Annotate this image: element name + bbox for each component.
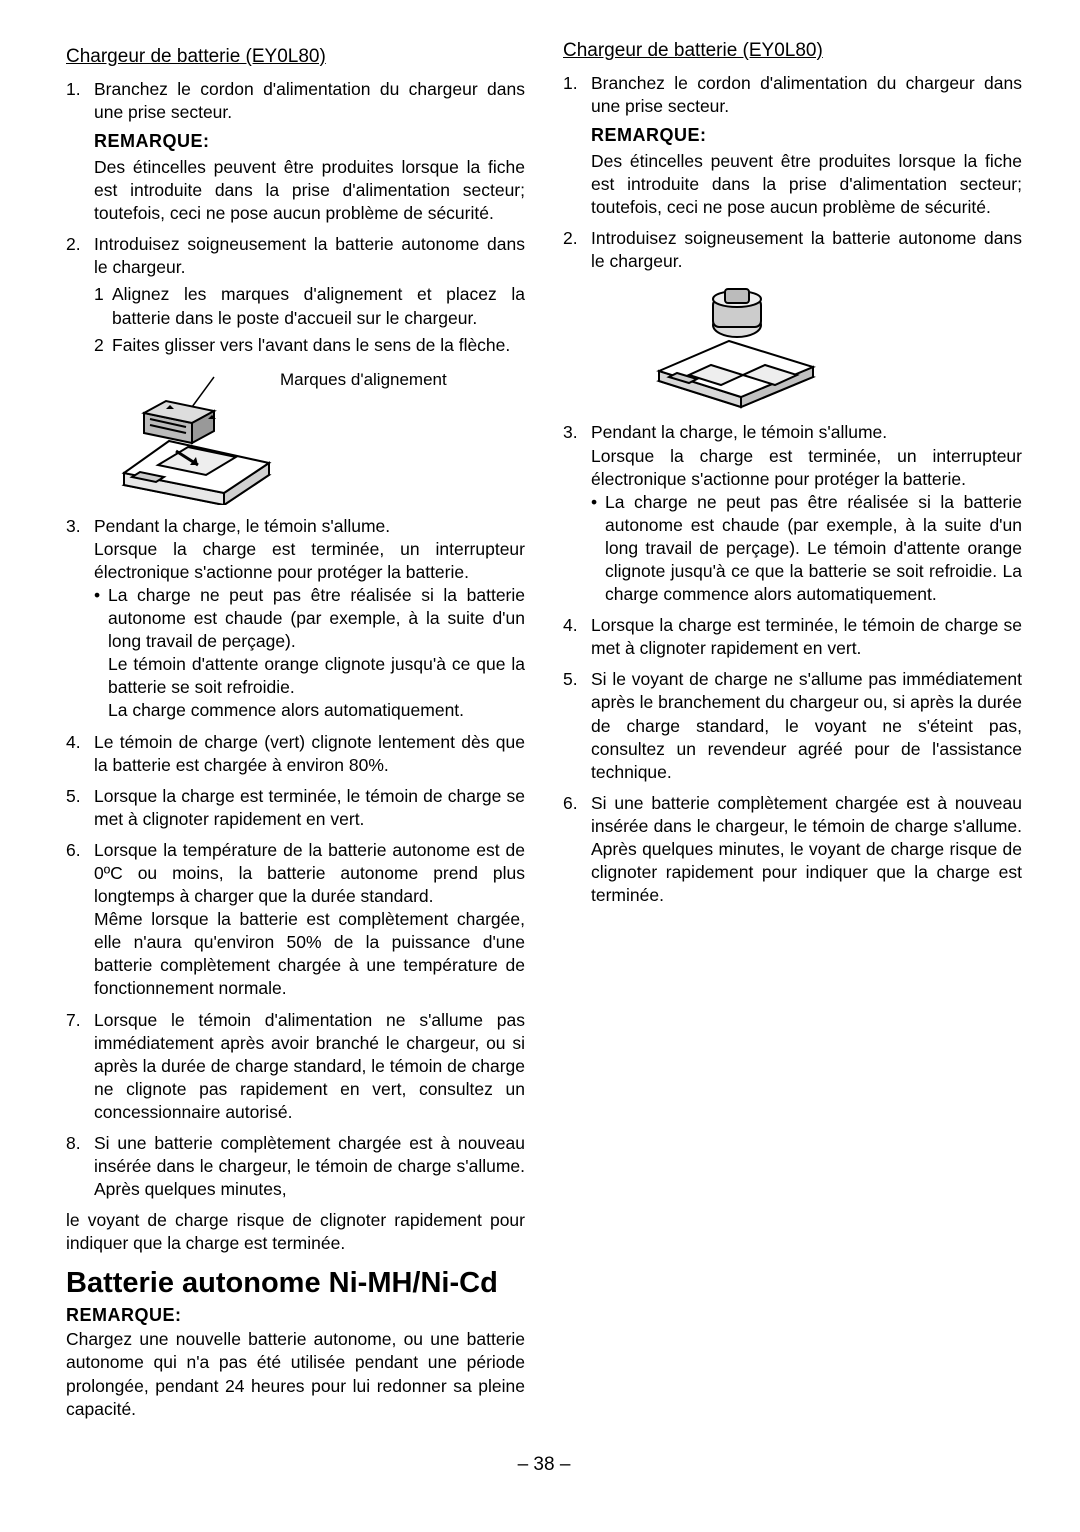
left-sub-2: 2Faites glisser vers l'avant dans le sen…	[94, 334, 525, 357]
left-list: 1.Branchez le cordon d'alimentation du c…	[66, 78, 525, 1201]
text: Le témoin de charge (vert) clignote lent…	[94, 732, 525, 775]
text: Alignez les marques d'alignement et plac…	[112, 284, 525, 327]
text-a: Pendant la charge, le témoin s'allume.	[94, 516, 390, 536]
left-item-6: 6. Lorsque la température de la batterie…	[66, 839, 525, 1001]
left-sub-1: 1Alignez les marques d'alignement et pla…	[94, 283, 525, 329]
item-8-continuation: le voyant de charge risque de clignoter …	[66, 1209, 525, 1255]
charger-title-right: Chargeur de batterie (EY0L80)	[563, 40, 1022, 62]
text: Si une batterie complètement chargée est…	[94, 1133, 525, 1199]
text-b: Lorsque la charge est terminée, un inter…	[591, 445, 1022, 491]
text: Faites glisser vers l'avant dans le sens…	[112, 335, 510, 355]
figure-1-label: Marques d'alignement	[280, 369, 447, 391]
right-item-6: 6.Si une batterie complètement chargée e…	[563, 792, 1022, 907]
text: Lorsque le témoin d'alimentation ne s'al…	[94, 1010, 525, 1122]
left-item-3: 3. Pendant la charge, le témoin s'allume…	[66, 515, 525, 723]
remarque-label-r2: REMARQUE:	[591, 124, 1022, 148]
text: Branchez le cordon d'alimentation du cha…	[591, 73, 1022, 116]
remarque-label-r1: REMARQUE:	[66, 1305, 525, 1326]
left-item-8: 8.Si une batterie complètement chargée e…	[66, 1132, 525, 1201]
text: Introduisez soigneusement la batterie au…	[591, 228, 1022, 271]
left-item-4: 4.Le témoin de charge (vert) clignote le…	[66, 731, 525, 777]
remarque-text-r2: Des étincelles peuvent être produites lo…	[591, 150, 1022, 219]
text: Si une batterie complètement chargée est…	[591, 793, 1022, 905]
right-item-1: 1.Branchez le cordon d'alimentation du c…	[563, 72, 1022, 219]
text-a: Pendant la charge, le témoin s'allume.	[591, 422, 887, 442]
text-b: Même lorsque la batterie est complètemen…	[94, 908, 525, 1000]
right-item-5: 5.Si le voyant de charge ne s'allume pas…	[563, 668, 1022, 783]
bullet-a: La charge ne peut pas être réalisée si l…	[94, 584, 525, 723]
right-list: 1.Branchez le cordon d'alimentation du c…	[563, 72, 1022, 907]
page-columns: Chargeur de batterie (EY0L80) 1.Branchez…	[66, 40, 1022, 1440]
text-a: Lorsque la température de la batterie au…	[94, 840, 525, 906]
text2: Le témoin d'attente orange clignote jusq…	[108, 653, 525, 699]
figure-2	[651, 281, 1022, 411]
left-item-5: 5.Lorsque la charge est terminée, le tém…	[66, 785, 525, 831]
text3: La charge commence alors automatique­men…	[108, 699, 525, 722]
right-item-3: 3. Pendant la charge, le témoin s'allume…	[563, 421, 1022, 606]
remarque-text: Des étincelles peuvent être produites lo…	[94, 156, 525, 225]
text: La charge ne peut pas être réalisée si l…	[605, 492, 1022, 604]
left-item-7: 7.Lorsque le témoin d'alimentation ne s'…	[66, 1009, 525, 1124]
text: Introduisez soigneusement la batterie au…	[94, 234, 525, 277]
left-item-2: 2.Introduisez soigneusement la batterie …	[66, 233, 525, 504]
nimh-heading: Batterie autonome Ni-MH/Ni-Cd	[66, 1268, 525, 1300]
left-sublist: 1Alignez les marques d'alignement et pla…	[94, 283, 525, 356]
text: Si le voyant de charge ne s'allume pas i…	[591, 669, 1022, 781]
page-number: – 38 –	[66, 1454, 1022, 1476]
left-item-1: 1.Branchez le cordon d'alimentation du c…	[66, 78, 525, 225]
remarque-label: REMARQUE:	[94, 130, 525, 154]
text-b: Lorsque la charge est terminée, un inter…	[94, 538, 525, 584]
right-item-4: 4.Lorsque la charge est terminée, le tém…	[563, 614, 1022, 660]
remarque-text-r1: Chargez une nouvelle batterie autonome, …	[66, 1328, 525, 1420]
figure-1: Marques d'alignement	[114, 365, 525, 505]
charger-title-left: Chargeur de batterie (EY0L80)	[66, 46, 525, 68]
text: Branchez le cordon d'alimentation du cha…	[94, 79, 525, 122]
charger-illustration-2	[651, 281, 821, 411]
text: Lorsque la charge est terminée, le témoi…	[94, 786, 525, 829]
bullet: La charge ne peut pas être réalisée si l…	[591, 491, 1022, 606]
right-item-2: 2.Introduisez soigneusement la batterie …	[563, 227, 1022, 411]
text: Lorsque la charge est terminée, le témoi…	[591, 615, 1022, 658]
charger-illustration-1	[114, 365, 274, 505]
text: La charge ne peut pas être réalisée si l…	[108, 585, 525, 651]
